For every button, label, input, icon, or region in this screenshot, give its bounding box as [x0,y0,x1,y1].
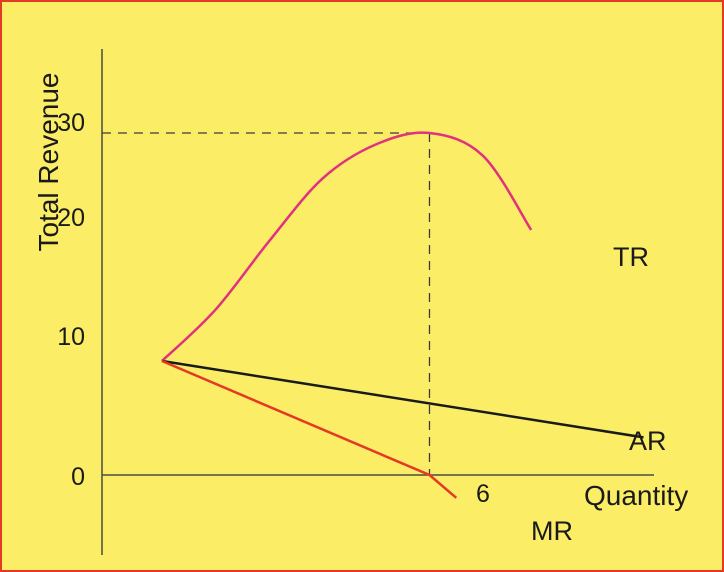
series-tr-label: TR [613,242,649,272]
series-ar-label: AR [629,426,667,456]
y-axis-title: Total Revenue [33,72,64,251]
series-tr-line [161,131,533,362]
y-tick-30: 30 [57,109,85,137]
y-tick-0: 0 [71,463,85,491]
y-tick-10: 10 [57,323,85,351]
series-ar-line [161,359,644,439]
series-mr-line [161,359,458,499]
x-tick-6: 6 [476,480,490,508]
series-mr-label: MR [531,516,573,546]
y-tick-20: 20 [57,204,85,232]
x-axis-title: Quantity [584,480,688,511]
